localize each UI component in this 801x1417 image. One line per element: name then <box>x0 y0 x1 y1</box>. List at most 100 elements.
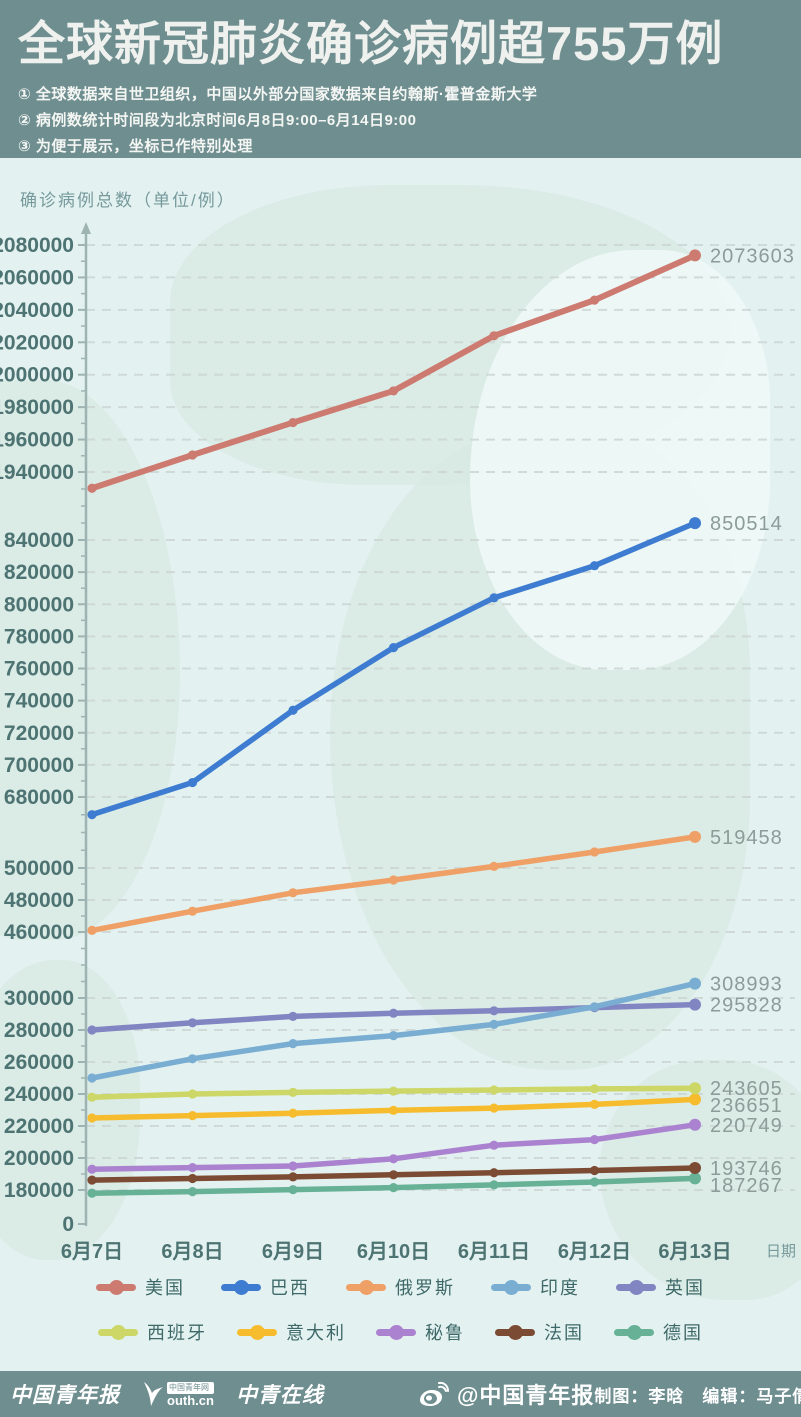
data-point <box>388 1086 399 1096</box>
end-value-label: 308993 <box>710 974 783 996</box>
legend-swatch <box>237 1324 277 1340</box>
data-point <box>288 1185 298 1195</box>
data-point <box>187 1054 198 1064</box>
legend-item: 巴西 <box>221 1274 310 1300</box>
legend-label: 俄罗斯 <box>395 1278 455 1298</box>
data-point <box>689 977 701 990</box>
youth-cn-tag: 中国青年网 <box>167 1382 214 1394</box>
data-point <box>489 331 499 341</box>
end-value-label: 2073603 <box>710 245 795 267</box>
weibo-handle: @中国青年报 <box>456 1383 595 1408</box>
data-point <box>589 1099 600 1109</box>
data-point <box>187 450 198 460</box>
end-value-label: 220749 <box>710 1115 783 1137</box>
data-point <box>589 1135 600 1145</box>
legend-swatch <box>616 1279 656 1295</box>
y-tick-label: 800000 <box>4 593 74 616</box>
map-watermark-highlight <box>470 250 770 670</box>
data-point <box>87 1175 97 1185</box>
x-tick-label: 6月11日 <box>458 1241 530 1263</box>
data-point <box>87 1092 97 1102</box>
footer-bar: 中国青年报 中国青年网 outh.cn 中青在线 @中国青年报 制图：李晗 编辑… <box>0 1371 801 1417</box>
credit-maker: 制图：李晗 <box>594 1386 685 1406</box>
data-point <box>187 777 198 788</box>
data-point <box>187 1173 198 1184</box>
data-point <box>87 483 97 493</box>
data-point <box>87 1164 97 1174</box>
end-value-label: 193746 <box>710 1158 783 1180</box>
y-tick-label: 200000 <box>4 1147 74 1170</box>
legend-item: 意大利 <box>237 1319 346 1345</box>
legend-item: 西班牙 <box>98 1319 207 1345</box>
credit-editor: 编辑：马子倩 <box>702 1386 801 1406</box>
data-point <box>288 1172 298 1182</box>
data-point <box>388 1008 399 1018</box>
data-point <box>689 1082 701 1095</box>
legend-row-2: 西班牙 意大利 秘鲁 法国 德国 <box>0 1319 801 1345</box>
y-tick-label: 480000 <box>4 889 74 912</box>
legend-label: 美国 <box>145 1278 185 1298</box>
y-tick-label: 2040000 <box>0 299 74 322</box>
x-tick-label: 6月9日 <box>262 1241 324 1263</box>
legend-label: 英国 <box>665 1278 705 1298</box>
y-tick-label: 2060000 <box>0 266 74 289</box>
data-point <box>288 1011 298 1022</box>
weibo-icon <box>419 1381 449 1406</box>
y-tick-label: 2020000 <box>0 331 74 354</box>
y-tick-label: 1940000 <box>0 461 74 484</box>
legend-item: 秘鲁 <box>376 1319 465 1345</box>
data-point <box>288 888 298 898</box>
data-point <box>589 1177 600 1187</box>
data-point <box>589 1165 600 1176</box>
data-point <box>489 1019 499 1029</box>
x-tick-label: 6月12日 <box>558 1241 631 1263</box>
y-tick-label: 280000 <box>4 1019 74 1042</box>
legend-item: 法国 <box>495 1319 584 1345</box>
legend-item: 英国 <box>616 1274 705 1300</box>
data-point <box>689 830 701 843</box>
legend-item: 德国 <box>614 1319 703 1345</box>
data-point <box>489 1140 499 1150</box>
y-tick-label: 780000 <box>4 625 74 648</box>
page-title: 全球新冠肺炎确诊病例超755万例 <box>18 17 724 70</box>
y-tick-label: 820000 <box>4 561 74 584</box>
data-point <box>388 386 399 396</box>
data-point <box>288 1161 298 1171</box>
data-point <box>388 1183 399 1193</box>
legend-label: 秘鲁 <box>425 1323 465 1343</box>
legend-label: 西班牙 <box>147 1323 207 1343</box>
legend-swatch <box>495 1324 535 1340</box>
data-point <box>489 1168 499 1178</box>
data-point <box>388 1031 399 1041</box>
data-point <box>489 1006 499 1016</box>
note-line-3: ③ 为便于展示，坐标已作特别处理 <box>18 138 253 155</box>
legend-label: 法国 <box>544 1323 584 1343</box>
data-point <box>489 861 499 872</box>
y-tick-label: 1960000 <box>0 429 74 452</box>
legend-swatch <box>491 1279 531 1295</box>
y-tick-label: 2080000 <box>0 234 74 257</box>
legend-swatch <box>96 1279 136 1295</box>
data-point <box>288 1108 298 1118</box>
y-tick-label: 1980000 <box>0 396 74 419</box>
y-tick-label: 260000 <box>4 1051 74 1074</box>
y-tick-label: 240000 <box>4 1083 74 1106</box>
data-point <box>589 847 600 857</box>
data-point <box>87 810 97 820</box>
data-point <box>589 561 600 571</box>
end-value-label: 236651 <box>710 1095 783 1117</box>
data-point <box>489 1180 499 1190</box>
legend-swatch <box>614 1324 654 1340</box>
data-point <box>689 1093 701 1106</box>
data-point <box>87 1188 97 1198</box>
series-line <box>89 252 698 492</box>
data-point <box>87 1025 97 1035</box>
china-youth-daily-logo: 中国青年报 <box>10 1383 120 1407</box>
zhongqing-online-logo: 中青在线 <box>235 1383 324 1407</box>
y-tick-label: 740000 <box>4 690 74 713</box>
credits: 制图：李晗 编辑：马子倩 <box>594 1382 801 1407</box>
data-point <box>589 295 600 305</box>
legend-swatch <box>376 1324 416 1340</box>
